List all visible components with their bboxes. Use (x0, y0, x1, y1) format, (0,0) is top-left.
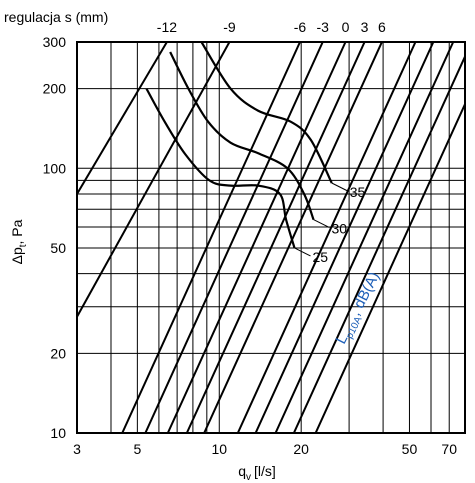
chart-title: regulacja s (mm) (4, 9, 108, 25)
noise-curve (169, 51, 315, 220)
x-tick-label: 3 (73, 441, 81, 457)
grid (77, 42, 465, 433)
noise-curve-label: 30 (332, 221, 348, 237)
regulation-line (144, 42, 324, 433)
regulation-line (292, 54, 465, 433)
regulation-label: -6 (294, 19, 307, 35)
regulation-label: -12 (157, 19, 177, 35)
regulation-label: -3 (317, 19, 330, 35)
regulation-line (77, 42, 231, 318)
noise-label-leader (331, 182, 348, 192)
noise-curve (145, 88, 296, 249)
y-tick-label: 50 (50, 240, 66, 256)
x-axis-label: qv [l/s] (238, 463, 276, 483)
regulation-lines (77, 42, 465, 433)
regulation-line (314, 101, 465, 433)
regulation-line (274, 42, 455, 433)
regulation-line (254, 42, 435, 433)
regulation-label: 6 (378, 19, 386, 35)
noise-curve-label: 35 (350, 184, 366, 200)
y-axis-label: Δpt, Pa (9, 219, 29, 264)
y-tick-label: 20 (50, 345, 66, 361)
x-tick-label: 5 (133, 441, 141, 457)
noise-label-leader (313, 219, 330, 229)
regulation-line (77, 42, 168, 195)
regulation-line (236, 42, 417, 433)
noise-curve (200, 42, 333, 184)
noise-curve-label: 25 (312, 249, 328, 265)
regulation-label: 3 (361, 19, 369, 35)
regulation-line (166, 42, 347, 433)
plot-border (76, 41, 466, 434)
regulation-label: -9 (223, 19, 236, 35)
plot-frame (76, 41, 466, 434)
x-tick-label: 70 (441, 441, 457, 457)
y-tick-label: 300 (43, 34, 67, 50)
y-tick-label: 100 (43, 160, 67, 176)
y-tick-label: 200 (43, 81, 67, 97)
x-tick-label: 10 (211, 441, 227, 457)
regulation-line (185, 42, 366, 433)
y-tick-label: 10 (50, 425, 66, 441)
regulation-line (203, 42, 383, 433)
x-tick-label: 20 (293, 441, 309, 457)
x-tick-label: 50 (402, 441, 418, 457)
noise-curves (145, 42, 333, 249)
regulation-line (121, 42, 301, 433)
regulation-label: 0 (342, 19, 350, 35)
noise-label-leader (294, 247, 311, 257)
